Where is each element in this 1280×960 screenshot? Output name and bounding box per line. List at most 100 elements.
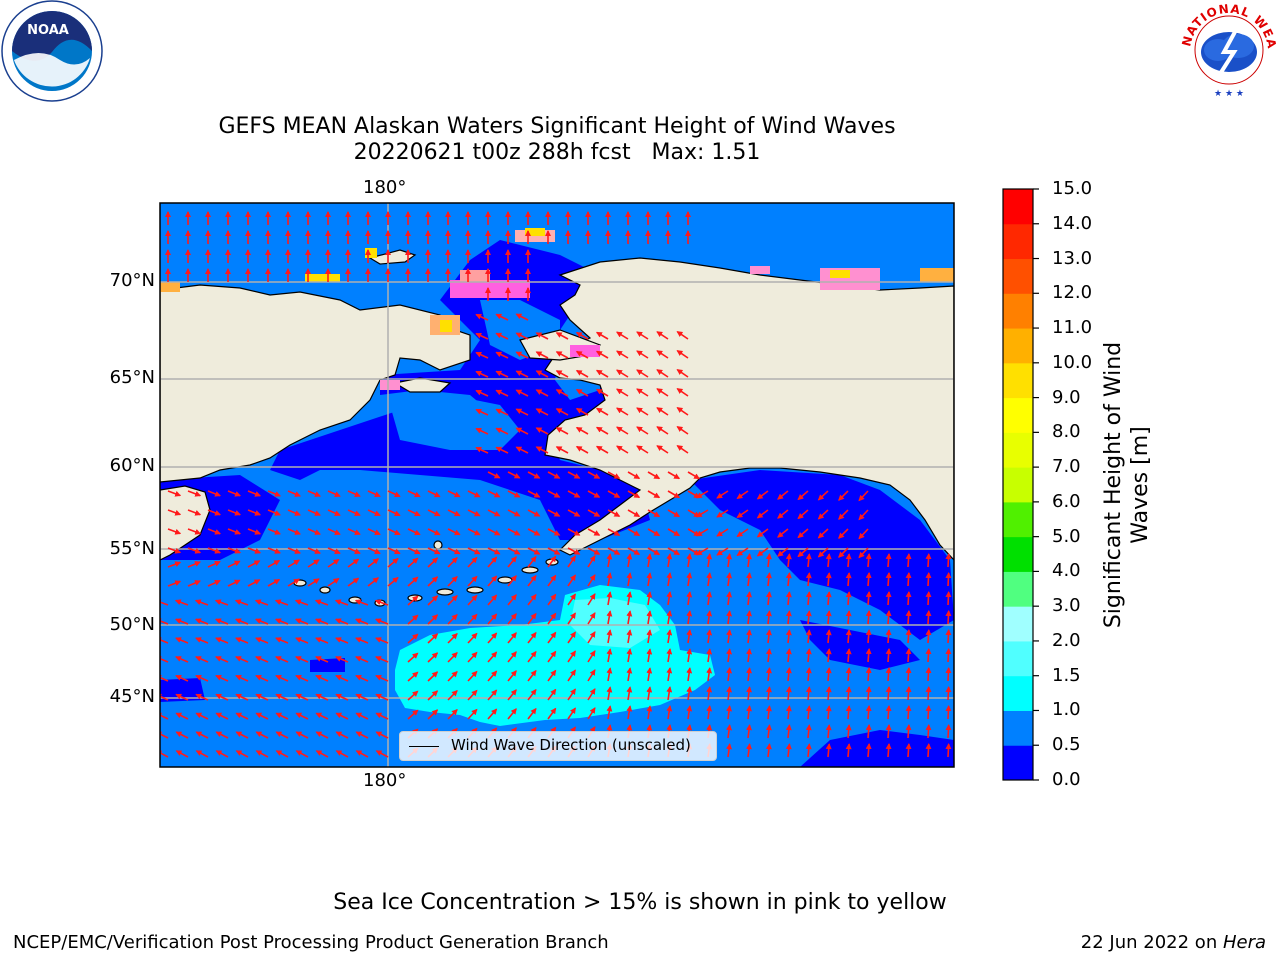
wind-wave-arrow [367,528,381,536]
wind-wave-arrow [567,707,576,720]
wind-wave-arrow [407,633,419,644]
wind-wave-arrow [905,724,912,739]
wind-wave-arrow [885,648,892,663]
wind-wave-arrow [295,637,309,644]
footer-date-text: 22 Jun 2022 on [1080,932,1223,953]
wind-wave-arrow [215,656,229,663]
wind-wave-arrow [547,688,557,701]
wind-wave-arrow [515,332,529,340]
wind-wave-arrow [777,528,789,538]
wind-wave-arrow [885,629,892,644]
wind-wave-arrow [945,591,952,606]
wind-wave-arrow [945,724,952,739]
wind-wave-arrow [616,350,629,359]
wind-wave-arrow [467,556,478,568]
wind-wave-arrow [865,705,872,720]
wind-wave-arrow [636,350,649,359]
wind-wave-arrow [905,572,912,587]
wind-wave-arrow [567,612,576,625]
wind-wave-arrow [187,561,201,568]
map-frame [159,202,955,768]
wind-wave-arrow [275,693,289,701]
wind-wave-arrow [207,560,221,568]
wind-wave-arrow [547,574,557,587]
wind-wave-arrow [294,618,309,625]
wind-wave-arrow [295,656,309,663]
wind-wave-arrow [535,332,549,340]
wind-wave-arrow [515,427,529,435]
wind-wave-arrow [587,631,596,644]
wind-wave-arrow [587,471,601,479]
wind-wave-arrow [676,407,689,416]
wind-wave-arrow [925,686,932,701]
wind-wave-arrow [865,724,872,739]
wind-wave-arrow [235,637,249,644]
colorbar-segment [1003,362,1033,399]
wind-wave-arrow [407,490,421,498]
wind-wave-arrow [467,490,481,498]
colorbar-tick-label: 13.0 [1052,247,1093,269]
wind-wave-arrow [726,629,733,644]
wind-wave-arrow [885,724,892,739]
wind-wave-arrow [314,599,329,606]
wind-wave-arrow [667,547,681,556]
wind-wave-arrow [627,471,641,480]
wind-wave-arrow [686,648,693,663]
wind-wave-arrow [507,556,517,568]
wind-wave-arrow [746,572,752,587]
wind-wave-arrow [647,490,661,499]
wind-wave-arrow [925,648,932,663]
wind-wave-arrow [865,572,872,587]
wind-wave-arrow [507,708,517,720]
wind-wave-arrow [925,553,932,568]
colorbar-frame [1002,188,1034,781]
legend-label: Wind Wave Direction (unscaled) [451,736,691,754]
wind-wave-arrow [555,446,569,454]
wind-wave-arrow [287,559,300,568]
wind-wave-arrow [527,669,537,682]
colorbar-tick-label: 0.5 [1052,734,1081,756]
colorbar-tick-label: 6.0 [1052,490,1081,512]
wind-wave-arrow [858,490,869,502]
wind-wave-arrow [327,558,340,568]
wind-wave-arrow [187,547,202,554]
wind-wave-arrow [547,555,557,568]
wind-wave-arrow [746,724,752,739]
wind-wave-arrow [175,750,189,758]
wind-wave-arrow [706,591,713,606]
colorbar-segment [1003,258,1033,294]
wind-wave-arrow [467,670,478,682]
wind-wave-arrow [175,693,189,701]
wind-wave-arrow [595,407,609,416]
wind-wave-arrow [287,509,301,516]
wind-wave-arrow [607,509,621,518]
wind-wave-arrow [387,576,399,587]
wind-wave-arrow [945,686,952,701]
wind-wave-arrow [825,705,832,720]
wind-wave-arrow [676,426,689,435]
wind-wave-arrow [726,648,733,663]
map-title: GEFS MEAN Alaskan Waters Significant Hei… [218,114,896,139]
wind-wave-arrow [567,669,576,682]
map-plot-area [160,203,954,767]
wind-wave-arrow [307,547,321,554]
wind-wave-arrows [160,211,952,758]
wind-wave-arrow [695,528,709,537]
wind-wave-arrow [587,547,601,555]
wind-wave-arrow [845,743,852,758]
wind-wave-arrow [507,651,517,663]
wind-wave-arrow [676,445,689,454]
wind-wave-arrow [407,557,419,568]
wind-wave-arrow [607,471,621,480]
wind-wave-arrow [427,547,441,555]
wind-wave-arrow [295,693,309,701]
wind-wave-arrow [547,707,557,720]
wind-wave-arrow [187,528,202,535]
wind-wave-arrow [160,674,169,682]
wind-wave-arrow [636,388,649,397]
wind-wave-arrow [817,490,829,501]
wind-wave-arrow [195,693,209,701]
wind-wave-arrow [535,408,549,416]
wind-wave-arrow [676,388,689,397]
